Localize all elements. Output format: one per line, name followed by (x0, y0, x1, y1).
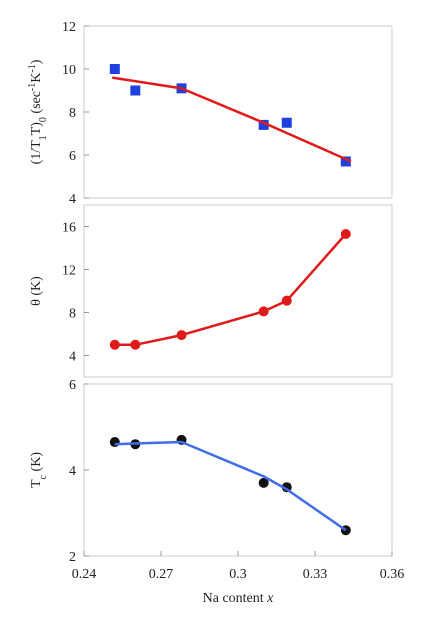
bottom-y-tick-label: 2 (69, 550, 76, 565)
chart-marks: 4 6 8 10 12 4 8 12 16 2 4 6 0.24 0.27 0.3 0.33 0.36 (62, 20, 404, 582)
top-series-line (112, 76, 352, 163)
y-label-top-sub2: 0 (38, 117, 49, 122)
middle-data-point (130, 339, 141, 350)
middle-data-point (340, 229, 351, 240)
x-label-var: x (266, 591, 274, 606)
middle-y-tick-label: 16 (62, 221, 76, 236)
y-label-top-open: (1/T (29, 140, 44, 165)
top-y-tick-label: 6 (69, 149, 76, 164)
top-data-point (109, 64, 120, 74)
bottom-y-tick-label: 6 (69, 378, 76, 393)
y-axis-label-bottom: Tc (K) (29, 452, 49, 488)
y-label-top-mid: T) (29, 122, 44, 136)
bottom-data-point (258, 477, 269, 488)
y-label-bottom-main: T (29, 479, 44, 488)
middle-data-point (109, 339, 120, 350)
x-tick-label: 0.27 (149, 567, 174, 582)
x-label-main: Na content (203, 591, 268, 606)
bottom-data-point (109, 437, 120, 448)
top-data-point (258, 119, 269, 130)
top-data-point (130, 85, 141, 96)
y-label-top-unit-mid: K (29, 73, 44, 83)
y-label-top-unit-close: ) (29, 59, 44, 64)
x-tick-label: 0.36 (380, 567, 405, 582)
middle-y-tick-label: 4 (69, 350, 76, 365)
x-tick-label: 0.33 (303, 567, 328, 582)
y-label-top-sup2: -1 (27, 64, 38, 72)
x-axis-label: Na content x (203, 591, 275, 606)
top-y-tick-label: 4 (69, 192, 76, 207)
middle-y-tick-label: 12 (62, 264, 76, 279)
y-label-bottom-sub: c (38, 474, 49, 479)
x-tick-label: 0.3 (229, 567, 247, 582)
top-data-point (340, 156, 351, 167)
top-y-tick-label: 10 (62, 63, 76, 78)
top-data-point (281, 117, 292, 128)
y-label-top-sub1: 1 (38, 135, 49, 140)
middle-data-point (258, 306, 269, 317)
bottom-y-tick-label: 4 (69, 464, 76, 479)
y-label-top-unit-open: (sec (29, 91, 44, 117)
y-label-top-sup1: -1 (27, 83, 38, 91)
middle-data-point (176, 330, 187, 341)
middle-y-tick-label: 8 (69, 307, 76, 322)
y-axis-label-top: (1/T1T)0 (sec-1K-1) (27, 59, 49, 164)
middle-series-line (114, 233, 347, 347)
x-tick-label: 0.24 (72, 567, 97, 582)
top-y-tick-label: 8 (69, 106, 76, 121)
panel-middle-frame (83, 204, 393, 378)
y-label-bottom-unit: (K) (29, 452, 44, 475)
middle-data-point (281, 295, 292, 306)
bottom-series-line (114, 440, 347, 532)
top-y-tick-label: 12 (62, 20, 76, 35)
y-axis-label-middle: θ (K) (29, 276, 44, 306)
